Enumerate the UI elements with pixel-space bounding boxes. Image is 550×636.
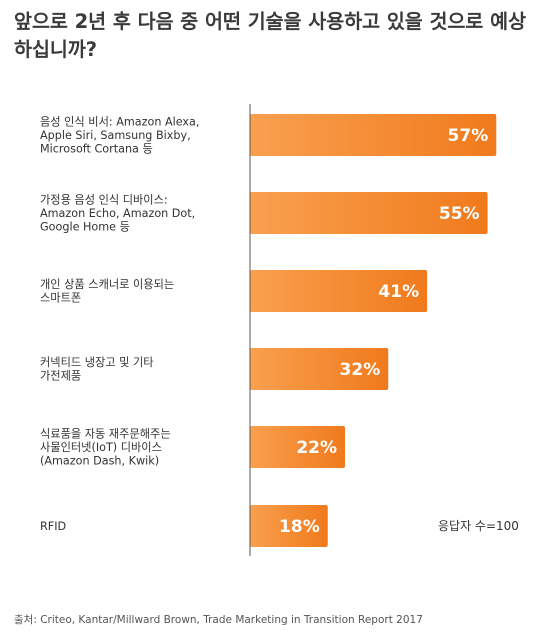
category-label: 커넥티드 냉장고 및 기타 가전제품 [40, 356, 154, 383]
bar-value-label: 41% [378, 282, 419, 302]
source-note: 출처: Criteo, Kantar/Millward Brown, Trade… [14, 614, 423, 626]
category-label: RFID [40, 520, 66, 533]
bar-value-label: 57% [448, 126, 489, 146]
respondent-note: 응답자 수=100 [438, 519, 519, 533]
bar-3 [250, 348, 389, 390]
bar-2 [250, 270, 428, 312]
chart-title: 앞으로 2년 후 다음 중 어떤 기술을 사용하고 있을 것으로 예상하십니까? [14, 10, 527, 61]
bar-4 [250, 426, 346, 468]
bar-value-label: 32% [340, 360, 381, 380]
category-labels: 음성 인식 비서: Amazon Alexa, Apple Siri, Samsu… [40, 115, 199, 533]
bar-5 [250, 505, 328, 547]
category-label: 음성 인식 비서: Amazon Alexa, Apple Siri, Samsu… [40, 115, 199, 155]
bar-1 [250, 192, 488, 234]
bars: 57% 55% 41% 32% 22% 18% [250, 114, 497, 547]
category-label: 가정용 음성 인식 디바이스: Amazon Echo, Amazon Dot, G… [40, 193, 195, 233]
category-label: 식료품을 자동 재주문해주는 사물인터넷(IoT) 디바이스 (Amazon Das… [40, 427, 171, 467]
bar-value-label: 18% [279, 517, 320, 537]
bar-0 [250, 114, 497, 156]
category-label: 개인 상품 스캐너로 이용되는 스마트폰 [40, 278, 174, 305]
bar-value-label: 55% [439, 204, 480, 224]
bar-value-label: 22% [296, 438, 337, 458]
